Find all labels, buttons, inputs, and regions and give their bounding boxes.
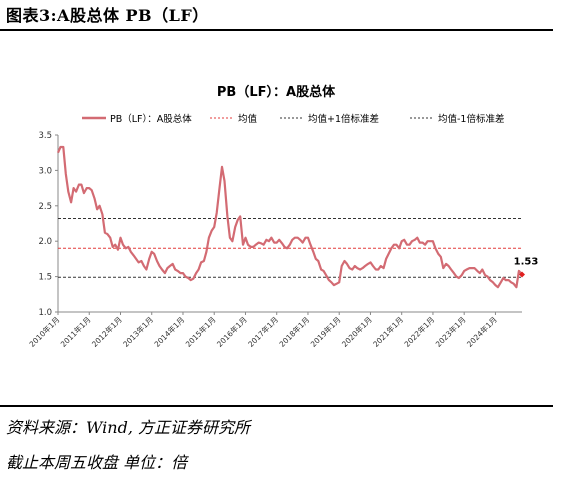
legend: PB（LF）：A股总体 均值 均值+1倍标准差 均值-1倍标准差 <box>82 113 504 125</box>
x-tick-label: 2010年1月 <box>27 314 62 349</box>
last-value-marker <box>519 271 525 278</box>
y-tick-label: 2.0 <box>38 237 52 247</box>
x-tick-label: 2016年1月 <box>214 314 249 349</box>
x-tick-label: 2019年1月 <box>308 314 343 349</box>
x-tick-label: 2011年1月 <box>58 314 93 349</box>
x-tick-label: 2024年1月 <box>464 314 499 349</box>
x-tick-label: 2017年1月 <box>246 314 281 349</box>
y-tick-label: 3.5 <box>38 131 52 141</box>
unit-note: 截止本周五收盘 单位：倍 <box>6 453 188 472</box>
y-tick-label: 3.0 <box>38 166 52 176</box>
series-layer <box>56 145 523 289</box>
x-tick-label: 2014年1月 <box>152 314 187 349</box>
legend-label-plus-sd: 均值+1倍标准差 <box>308 113 379 125</box>
x-tick-label: 2022年1月 <box>402 314 437 349</box>
reference-lines <box>58 218 522 278</box>
legend-label-minus-sd: 均值-1倍标准差 <box>438 113 504 125</box>
x-tick-label: 2018年1月 <box>277 314 312 349</box>
x-tick-label: 2012年1月 <box>89 314 124 349</box>
y-tick-label: 1.0 <box>38 308 52 318</box>
top-rule <box>0 29 553 31</box>
x-tick-label: 2021年1月 <box>371 314 406 349</box>
last-value-label: 1.53 <box>514 256 539 267</box>
x-tick-label: 2013年1月 <box>121 314 156 349</box>
bottom-rule <box>0 405 553 407</box>
legend-label-mean: 均值 <box>238 113 258 125</box>
source-note: 资料来源：Wind, 方正证券研究所 <box>6 418 251 437</box>
last-value-annotation: 1.53 <box>514 256 539 278</box>
legend-label-series: PB（LF）：A股总体 <box>110 113 192 125</box>
y-tick-label: 1.5 <box>38 273 52 283</box>
chart-title: PB（LF）：A股总体 <box>217 84 336 100</box>
pb-chart: PB（LF）：A股总体 PB（LF）：A股总体 均值 均值+1倍标准差 均值-1… <box>27 84 539 349</box>
x-tick-label: 2023年1月 <box>433 314 468 349</box>
x-tick-label: 2015年1月 <box>183 314 218 349</box>
pb-series-line <box>56 145 523 289</box>
y-tick-label: 2.5 <box>38 202 52 212</box>
figure-title: 图表3:A股总体 PB（LF） <box>6 6 209 25</box>
axes: 1.01.52.02.53.03.52010年1月2011年1月2012年1月2… <box>27 131 522 349</box>
x-tick-label: 2020年1月 <box>339 314 374 349</box>
